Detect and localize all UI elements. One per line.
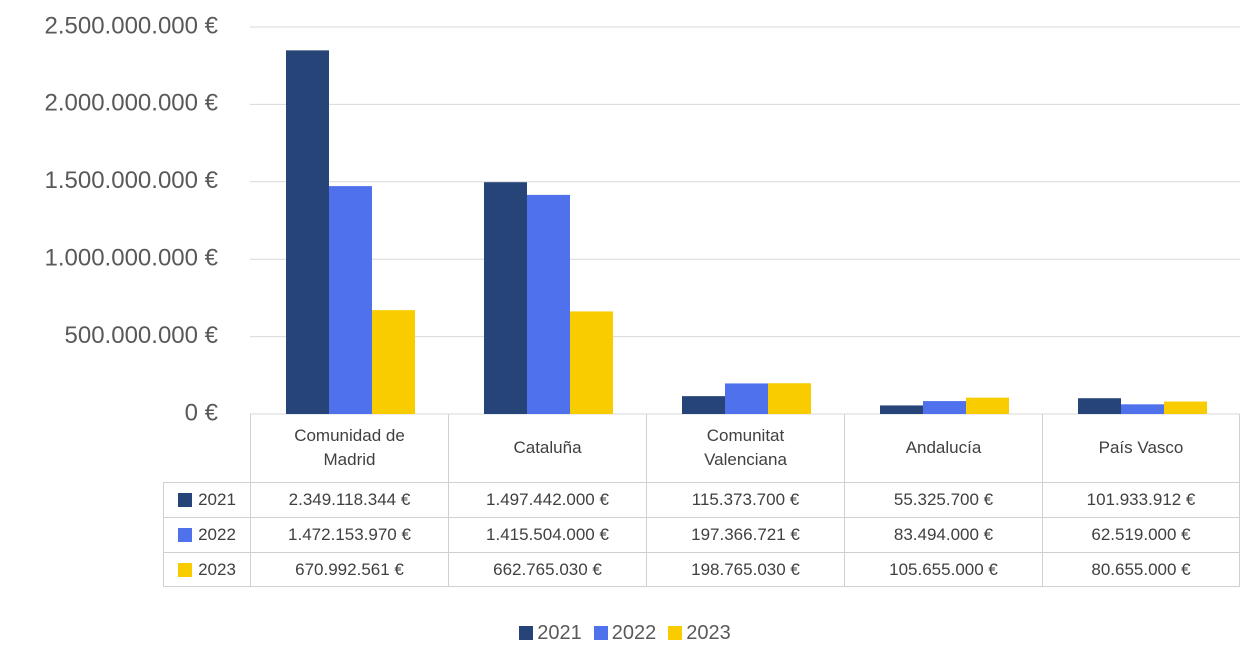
- category-cell: Cataluña: [448, 414, 646, 482]
- label: 1.472.153.970 €: [288, 525, 411, 545]
- bar: [372, 310, 415, 414]
- label: 62.519.000 €: [1091, 525, 1191, 545]
- legend-swatch: [519, 626, 534, 640]
- value-cell: 2.349.118.344 €: [250, 482, 448, 517]
- bar: [286, 50, 329, 415]
- label: 115.373.700 €: [691, 490, 800, 510]
- label: 662.765.030 €: [493, 559, 602, 579]
- value-cell: 198.765.030 €: [646, 552, 844, 587]
- row-header: 2022: [163, 517, 250, 552]
- category-cell: Comunidad de Madrid: [250, 414, 448, 482]
- legend-swatch: [178, 528, 193, 542]
- label: 105.655.000 €: [889, 559, 998, 579]
- y-tick-label: 1.500.000.000 €: [45, 167, 219, 194]
- value-cell: 1.415.504.000 €: [448, 517, 646, 552]
- value-cell: 197.366.721 €: [646, 517, 844, 552]
- bar: [966, 397, 1009, 414]
- label: País Vasco: [1098, 438, 1184, 458]
- category-cell: Andalucía: [844, 414, 1042, 482]
- legend-item: 2022: [593, 622, 657, 645]
- y-tick-label: 0 €: [185, 399, 219, 426]
- value-cell: 101.933.912 €: [1042, 482, 1240, 517]
- legend: 2021 2022 2023: [0, 622, 1250, 645]
- series-name: 2023: [198, 559, 236, 579]
- label: 83.494.000 €: [893, 525, 994, 545]
- value-cell: 62.519.000 €: [1042, 517, 1240, 552]
- legend-swatch: [178, 562, 193, 577]
- label: 198.765.030 €: [691, 559, 800, 579]
- label: 1.415.504.000 €: [486, 525, 609, 545]
- bar: [768, 383, 811, 414]
- legend-label: 2023: [686, 622, 731, 644]
- legend-label: 2021: [537, 622, 582, 644]
- bar: [527, 194, 570, 414]
- label: 55.325.700 €: [893, 490, 994, 510]
- legend-swatch: [178, 493, 193, 507]
- y-tick-label: 2.500.000.000 €: [45, 12, 219, 39]
- bar: [1164, 401, 1207, 414]
- legend-swatch: [593, 626, 608, 640]
- bar: [329, 186, 372, 414]
- legend-label: 2022: [611, 622, 657, 644]
- label: Cataluña: [513, 438, 582, 458]
- label: 670.992.561 €: [295, 559, 404, 579]
- bar: [570, 311, 613, 414]
- value-cell: 80.655.000 €: [1042, 552, 1240, 587]
- legend-item: 2023: [668, 622, 731, 645]
- bar: [923, 401, 966, 414]
- label: 2.349.118.344 €: [288, 490, 411, 510]
- bar: [1121, 404, 1164, 414]
- value-cell: 1.472.153.970 €: [250, 517, 448, 552]
- value-cell: 83.494.000 €: [844, 517, 1042, 552]
- label: 1.497.442.000 €: [486, 490, 609, 510]
- legend-item: 2021: [519, 622, 582, 645]
- label: 80.655.000 €: [1091, 559, 1191, 579]
- value-cell: 115.373.700 €: [646, 482, 844, 517]
- bar: [880, 405, 923, 414]
- row-header: 2021: [163, 482, 250, 517]
- y-tick-label: 2.000.000.000 €: [45, 90, 219, 117]
- series-name: 2021: [198, 490, 236, 510]
- series-name: 2022: [198, 525, 236, 545]
- bar: [725, 383, 768, 414]
- value-cell: 105.655.000 €: [844, 552, 1042, 587]
- label: 197.366.721 €: [691, 525, 800, 545]
- bar: [484, 182, 527, 414]
- label: Comunitat Valenciana: [704, 426, 787, 469]
- row-header: 2023: [163, 552, 250, 587]
- value-cell: 55.325.700 €: [844, 482, 1042, 517]
- category-cell: Comunitat Valenciana: [646, 414, 844, 482]
- bar: [682, 396, 725, 414]
- y-tick-label: 500.000.000 €: [65, 322, 219, 349]
- category-cell: País Vasco: [1042, 414, 1240, 482]
- value-cell: 670.992.561 €: [250, 552, 448, 587]
- label: Comunidad de Madrid: [294, 426, 405, 469]
- label: Andalucía: [905, 438, 982, 458]
- y-tick-label: 1.000.000.000 €: [45, 245, 219, 272]
- value-cell: 1.497.442.000 €: [448, 482, 646, 517]
- legend-swatch: [668, 626, 683, 640]
- bar: [1078, 398, 1121, 414]
- value-cell: 662.765.030 €: [448, 552, 646, 587]
- label: 101.933.912 €: [1086, 490, 1196, 510]
